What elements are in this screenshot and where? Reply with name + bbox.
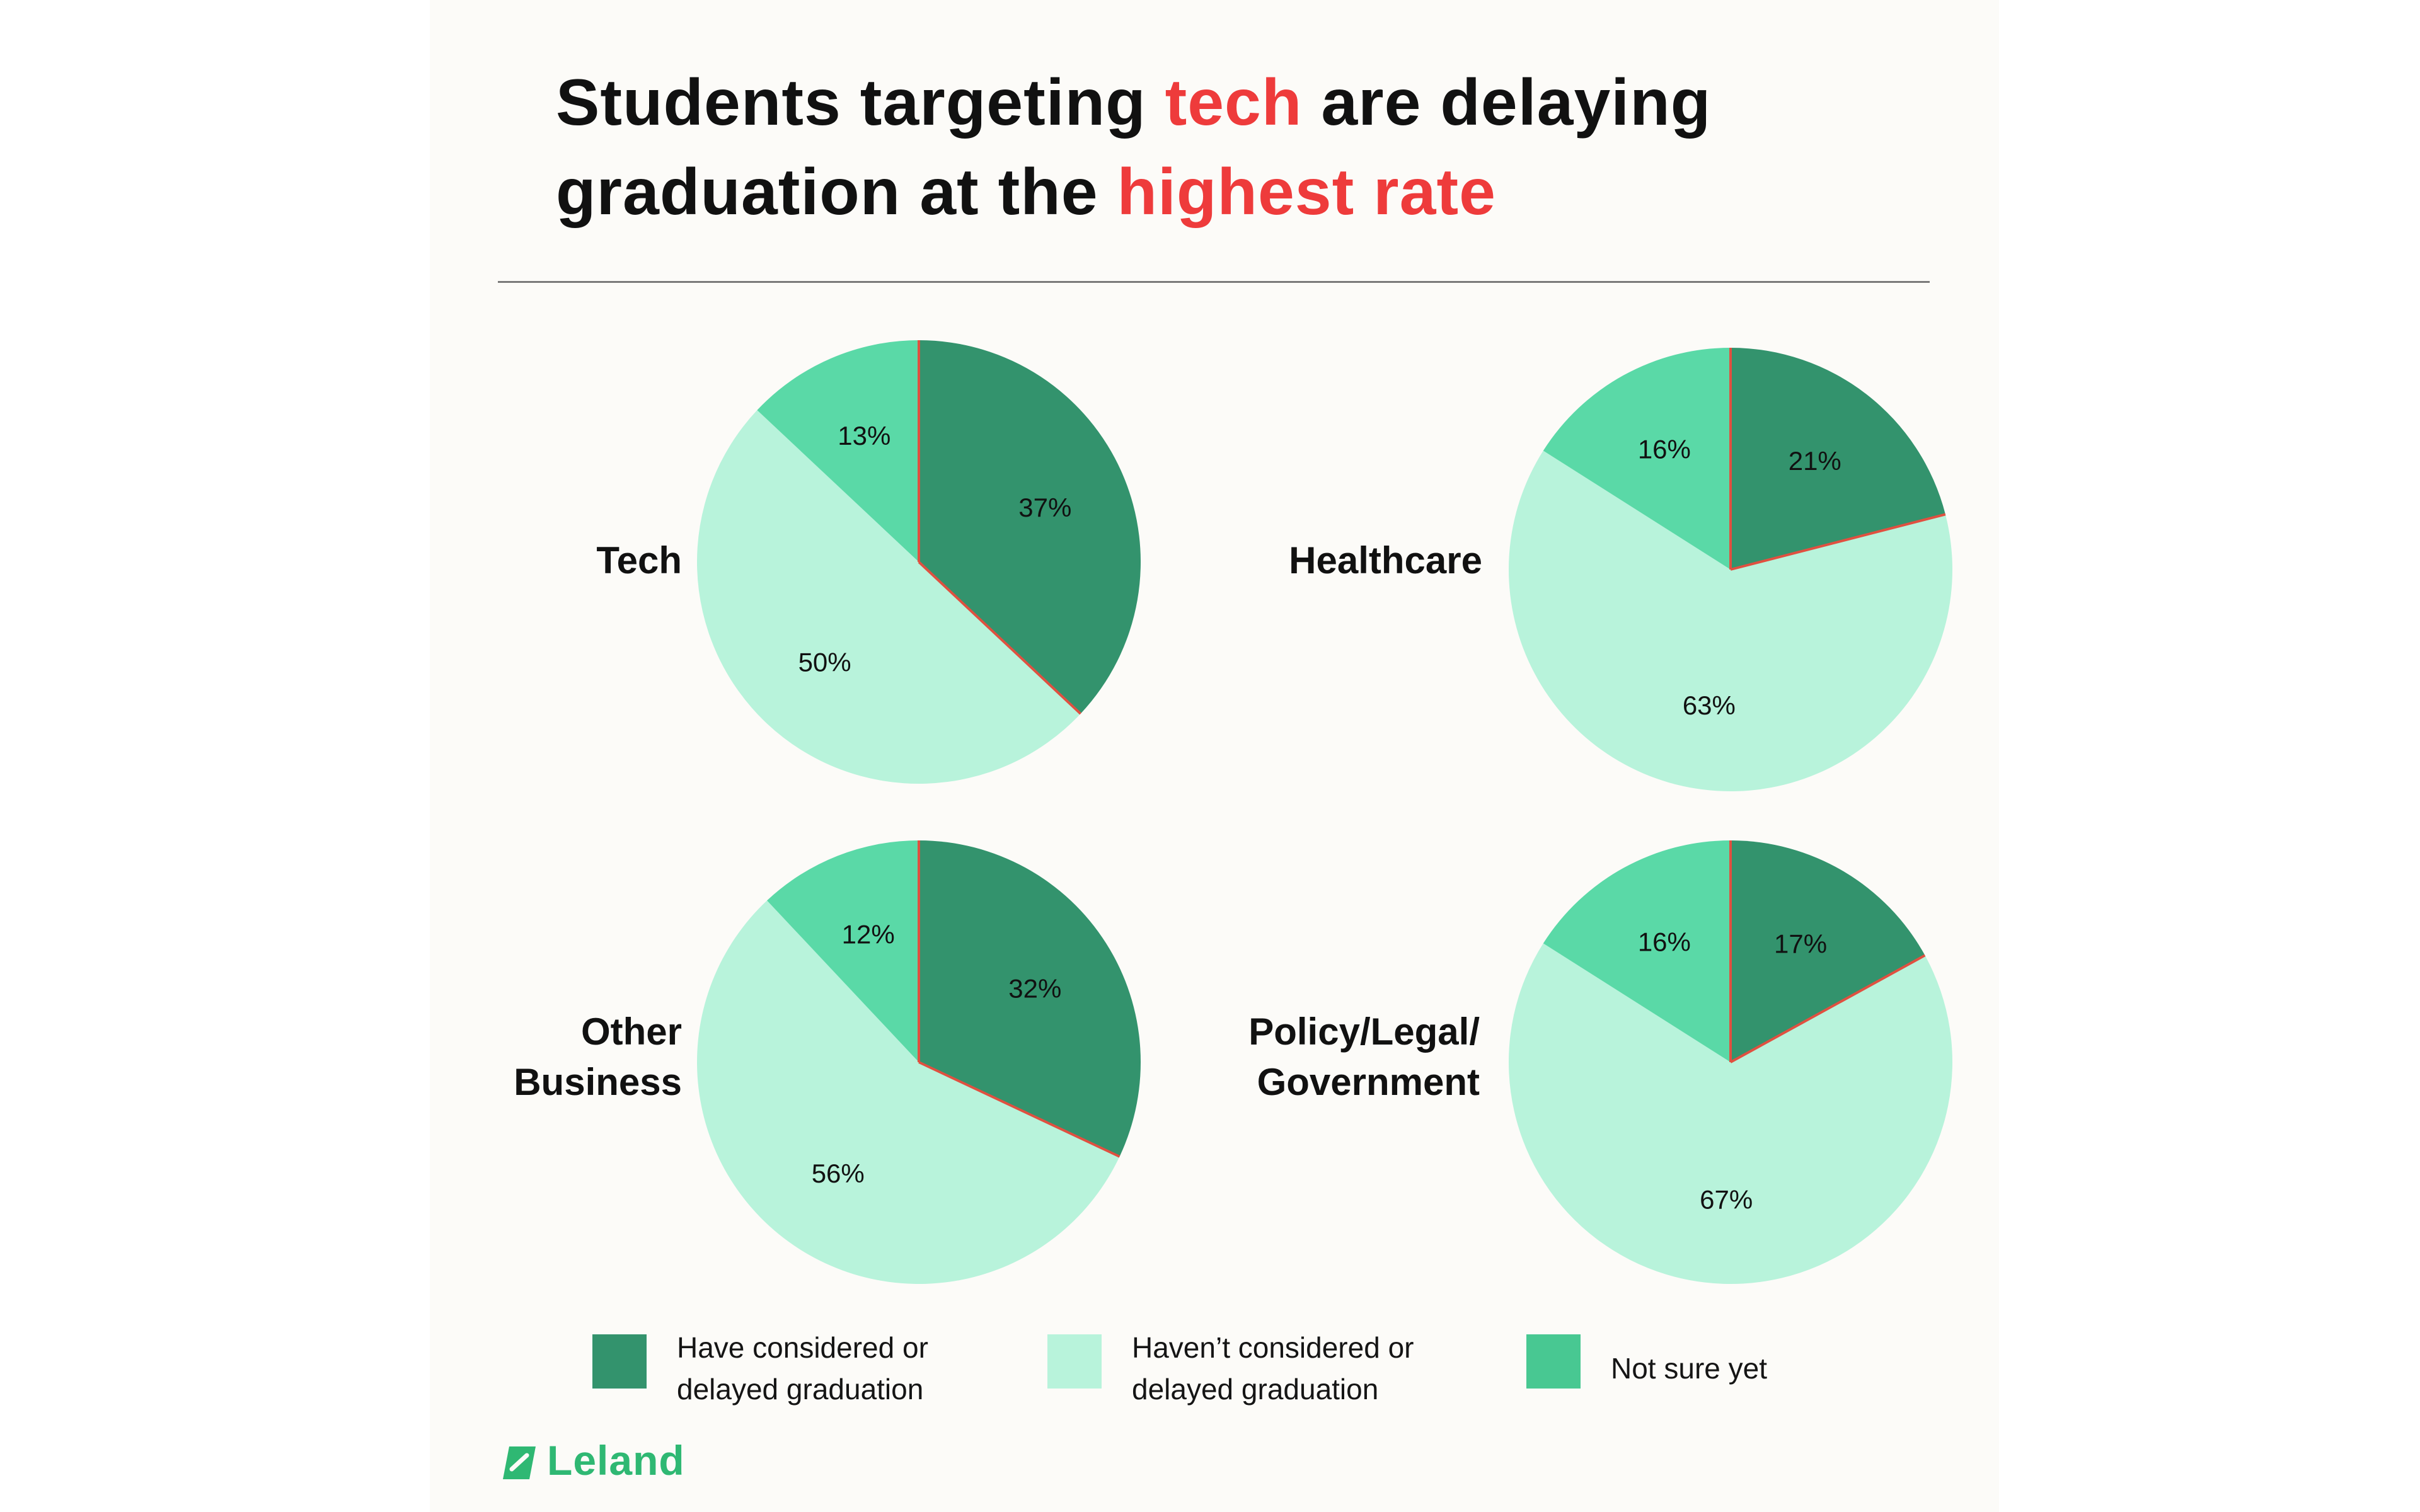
pie-policy-legal-government: 17% 67% 16% xyxy=(1509,840,1953,1284)
title-text-3: graduation at the xyxy=(556,156,1117,229)
title-highlight-tech: tech xyxy=(1165,66,1303,139)
slice-label-tech-havent-considered: 50% xyxy=(798,648,851,677)
title-text-1: Students targeting xyxy=(556,66,1165,139)
pie-charts: 37% 50% 13% 21% 63% 16% 32% 56% 12% 17% 67% 16% xyxy=(696,340,1953,1285)
slice-label-tech-have-considered: 37% xyxy=(1018,493,1071,522)
legend-swatch-havent xyxy=(1047,1334,1102,1389)
pie-slice-policy-legal-government-have-considered xyxy=(1731,840,1925,1062)
pie-slice-other-business-not-sure xyxy=(767,840,919,1062)
slice-label-policy-legal-government-havent-considered: 67% xyxy=(1700,1185,1753,1215)
slice-label-tech-not-sure: 13% xyxy=(838,421,890,450)
pie-other-business: 32% 56% 12% xyxy=(696,840,1141,1285)
slice-label-other-business-havent-considered: 56% xyxy=(812,1159,865,1188)
legend-label-havent: Haven’t considered or delayed graduation xyxy=(1132,1331,1414,1406)
slice-divider-policy-legal-government-1 xyxy=(1730,954,1926,1063)
category-label-healthcare: Healthcare xyxy=(1289,539,1482,581)
pie-healthcare: 21% 63% 16% xyxy=(1509,348,1952,791)
slice-label-policy-legal-government-have-considered: 17% xyxy=(1774,929,1827,959)
slice-label-healthcare-not-sure: 16% xyxy=(1638,434,1691,464)
infographic-card: Students targeting tech are delaying grad… xyxy=(430,0,1999,1512)
pie-slice-other-business-havent-considered xyxy=(696,900,1120,1285)
category-label-other-business: Other Business xyxy=(514,1011,682,1103)
legend-label-not-sure: Not sure yet xyxy=(1611,1352,1767,1385)
leland-logo-icon xyxy=(503,1446,536,1479)
slice-divider-healthcare-1 xyxy=(1730,513,1946,571)
slice-label-healthcare-have-considered: 21% xyxy=(1789,446,1841,476)
legend-swatch-not-sure xyxy=(1526,1334,1581,1389)
pie-slice-other-business-have-considered xyxy=(919,840,1141,1157)
pie-slice-policy-legal-government-havent-considered xyxy=(1509,943,1953,1284)
slice-divider-tech-1 xyxy=(918,561,1081,715)
pie-slice-tech-have-considered xyxy=(919,340,1141,714)
brand-name: Leland xyxy=(547,1437,685,1484)
slice-label-healthcare-havent-considered: 63% xyxy=(1683,690,1736,720)
category-label-policy: Policy/Legal/ Government xyxy=(1248,1011,1480,1103)
pie-slice-tech-not-sure xyxy=(757,340,919,562)
slice-label-policy-legal-government-not-sure: 16% xyxy=(1638,927,1691,956)
pie-slice-healthcare-havent-considered xyxy=(1509,450,1952,791)
pie-slice-healthcare-have-considered xyxy=(1731,348,1945,570)
slice-label-other-business-not-sure: 12% xyxy=(842,920,895,949)
title-divider xyxy=(498,281,1930,283)
pie-slice-policy-legal-government-not-sure xyxy=(1543,840,1731,1062)
pie-slice-tech-havent-considered xyxy=(697,410,1081,784)
legend-swatch-have xyxy=(592,1334,647,1389)
slice-divider-other-business-1 xyxy=(918,1061,1121,1158)
pie-slice-healthcare-not-sure xyxy=(1543,348,1731,570)
pie-tech: 37% 50% 13% xyxy=(697,340,1141,784)
chart-title: Students targeting tech are delaying grad… xyxy=(556,58,1879,237)
title-text-2: are delaying xyxy=(1302,66,1712,139)
title-highlight-rate: highest rate xyxy=(1117,156,1496,229)
legend-label-have: Have considered or delayed graduation xyxy=(677,1331,928,1406)
category-label-tech: Tech xyxy=(596,539,682,581)
slice-label-other-business-have-considered: 32% xyxy=(1008,974,1061,1004)
